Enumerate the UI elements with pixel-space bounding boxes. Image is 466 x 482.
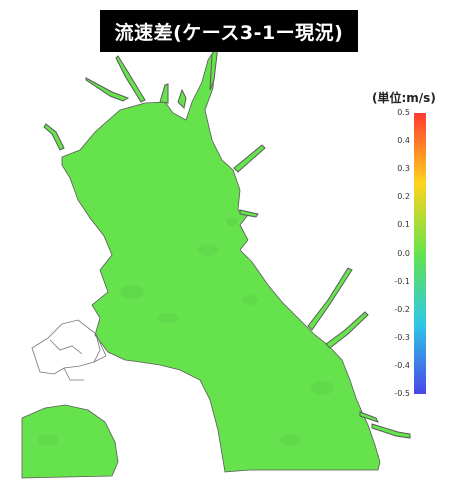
- legend-tick-label: -0.3: [394, 332, 410, 342]
- river-channels: [43, 44, 411, 439]
- legend-tick-label: -0.2: [394, 304, 410, 314]
- variation-patches: [38, 218, 334, 446]
- legend-tick-label: 0.1: [397, 220, 410, 230]
- figure-title: 流速差(ケース3-1ー現況): [100, 10, 358, 52]
- legend-color-bar: [414, 113, 426, 394]
- legend-tick-label: -0.4: [394, 360, 410, 370]
- legend-tick-label: 0.4: [397, 136, 410, 146]
- bay-water-lower-left: [21, 404, 119, 479]
- legend-tick-label: 0.2: [397, 192, 410, 202]
- legend-tick-label: -0.5: [394, 389, 410, 398]
- legend-tick-label: -0.1: [394, 276, 410, 286]
- legend-tick-label: 0.0: [397, 248, 410, 258]
- legend-unit-label: (単位:m/s): [372, 91, 436, 105]
- bay-water-main: [61, 46, 381, 473]
- legend-tick-label: 0.5: [397, 108, 410, 117]
- legend-tick-label: 0.3: [397, 164, 410, 174]
- port-outline: [31, 319, 107, 381]
